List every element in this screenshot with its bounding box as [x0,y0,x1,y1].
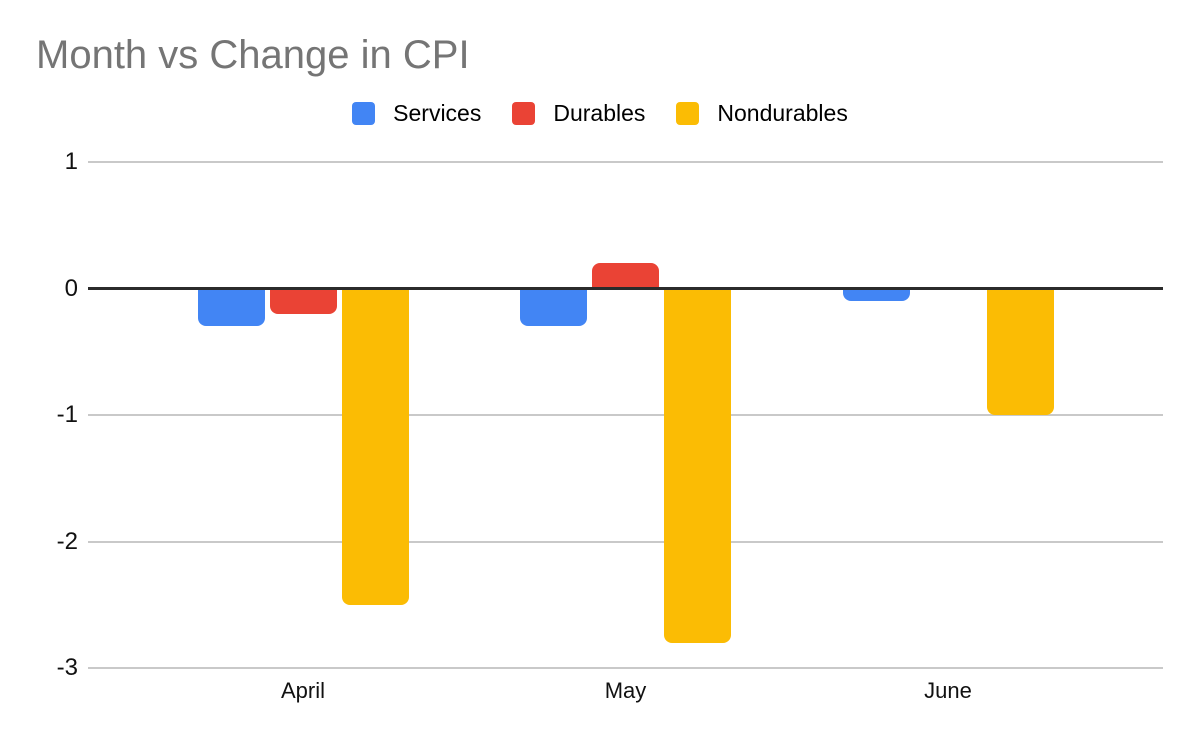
legend-label: Services [393,100,482,126]
legend-swatch-durables [512,101,536,125]
bar-may-durables [592,263,659,289]
x-label-june: June [924,678,972,703]
y-tick-label: -3 [56,654,78,681]
x-label-may: May [604,678,647,703]
y-tick-label: 0 [64,274,78,302]
y-tick-label: -2 [56,527,78,555]
legend-item-nondurables: Nondurables [676,100,848,126]
bar-june-nondurables [986,288,1054,415]
gridline [88,414,1163,416]
legend-item-durables: Durables [512,100,645,126]
gridline [88,161,1163,163]
bar-may-nondurables [664,288,731,643]
legend-swatch-nondurables [676,101,700,125]
legend-label: Nondurables [717,100,848,126]
bar-june-services [842,288,910,302]
gridline [88,540,1163,543]
x-axis: April May June [88,678,1163,708]
zero-axis-line [88,287,1163,290]
gridline [88,667,1163,669]
plot-area [88,161,1163,669]
legend-label: Durables [553,100,646,126]
y-tick-label: 1 [64,148,78,175]
legend-swatch-services [352,101,376,125]
y-axis: 1 0 -1 -2 -3 [0,150,78,680]
y-tick-label: -1 [56,401,78,428]
legend-item-services: Services [352,100,481,126]
chart-legend: Services Durables Nondurables [0,100,1200,126]
x-label-april: April [280,678,326,703]
bar-april-nondurables [341,288,409,605]
chart-title: Month vs Change in CPI [36,33,470,77]
bar-may-services [520,288,587,327]
bar-april-services [197,288,265,327]
bar-april-durables [269,288,337,314]
